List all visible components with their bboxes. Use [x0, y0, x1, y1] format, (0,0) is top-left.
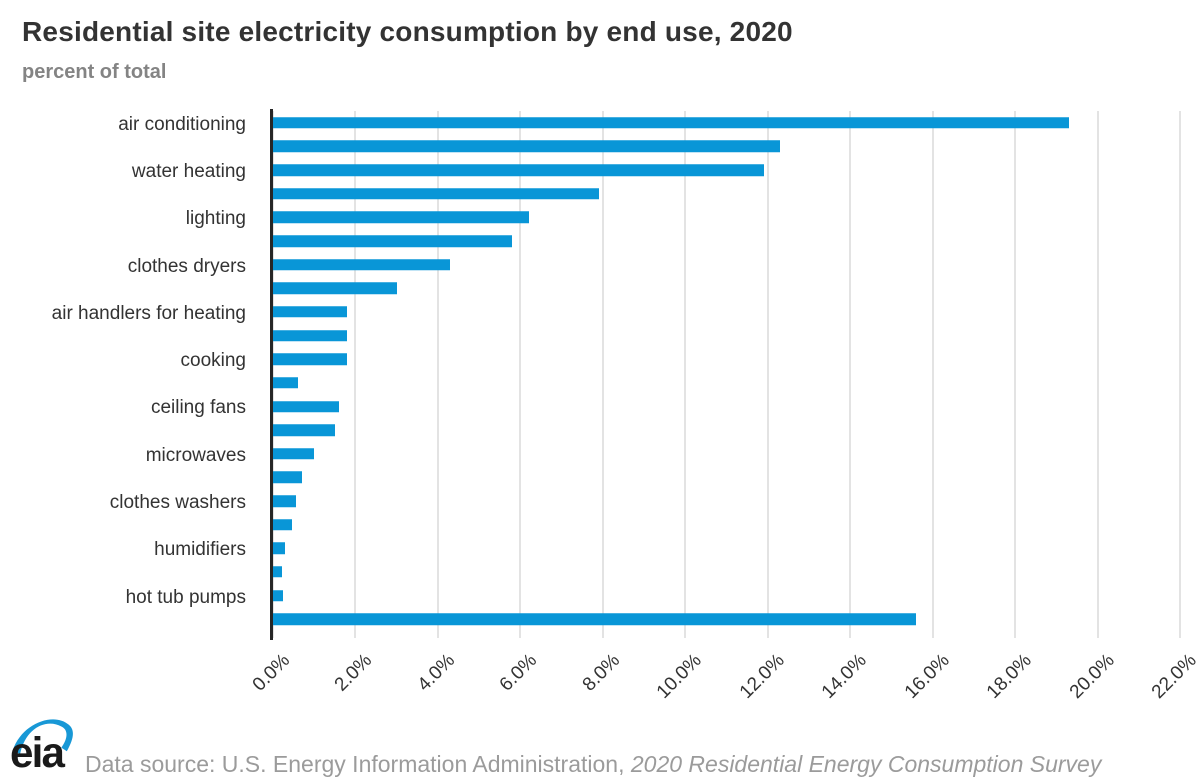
bar [273, 282, 397, 295]
gridline [1179, 111, 1181, 638]
gridline [931, 111, 934, 638]
bar-row [273, 560, 1180, 584]
x-tick-label: 22.0% [1147, 650, 1200, 703]
bar [273, 187, 599, 200]
y-axis-line [270, 109, 273, 640]
bar-row [273, 347, 1180, 371]
gridline [684, 111, 687, 638]
x-tick-label: 2.0% [330, 650, 377, 696]
plot-area [270, 109, 1181, 640]
category-label: hot tub pumps [125, 586, 246, 608]
chart-subtitle: percent of total [22, 61, 167, 83]
bar-row [273, 489, 1180, 513]
eia-logo: eia [10, 719, 73, 774]
bar-row [273, 206, 1180, 230]
bar [273, 211, 529, 224]
eia-logo-text: eia [10, 729, 65, 774]
bar [273, 306, 348, 318]
bar-row [273, 135, 1180, 159]
bar [273, 400, 339, 413]
bar [273, 471, 302, 484]
data-source-prefix: Data source: U.S. Energy Information Adm… [85, 751, 631, 777]
bar [273, 518, 292, 531]
bar-row [273, 466, 1180, 490]
bar [273, 613, 917, 626]
bar [273, 377, 298, 389]
bar [273, 566, 283, 578]
gridline [1096, 111, 1099, 638]
bar-row [273, 111, 1180, 135]
bar-row [273, 395, 1180, 419]
bar-row [273, 182, 1180, 206]
bar [273, 164, 764, 176]
category-label: humidifiers [154, 539, 246, 561]
x-tick-label: 16.0% [900, 650, 954, 703]
bar [273, 235, 513, 247]
bar [273, 495, 296, 507]
x-axis-tick-labels: 0.0% 2.0% 4.0% 6.0% 8.0% 10.0% 12.0% 14.0% 16.0%… [248, 650, 1200, 725]
bar-row [273, 418, 1180, 442]
category-label: clothes dryers [127, 255, 246, 277]
gridline [849, 111, 852, 638]
data-source-caption: Data source: U.S. Energy Information Adm… [85, 751, 1101, 778]
gridline [519, 111, 522, 638]
bar [273, 329, 348, 342]
bar-row [273, 253, 1180, 277]
bar-row [273, 276, 1180, 300]
gridline [766, 111, 769, 638]
bar-row [273, 229, 1180, 253]
x-tick-label: 14.0% [818, 650, 872, 703]
bar [273, 140, 781, 153]
bar-row [273, 371, 1180, 395]
gridline [272, 111, 274, 638]
bar-row [273, 537, 1180, 561]
x-tick-label: 12.0% [735, 650, 789, 703]
bar-row [273, 300, 1180, 324]
x-tick-label: 8.0% [578, 650, 624, 696]
x-tick-label: 6.0% [495, 650, 542, 696]
category-label: clothes washers [109, 492, 246, 513]
bar [273, 424, 335, 436]
gridline [1014, 111, 1017, 638]
x-tick-label: 18.0% [982, 650, 1036, 703]
category-label: air handlers for heating [51, 302, 246, 324]
category-label: water heating [131, 161, 246, 183]
bars-layer [273, 111, 1180, 631]
data-source-survey-name: 2020 Residential Energy Consumption Surv… [630, 751, 1102, 777]
category-axis-labels: air conditioning water heating lighting clo… [0, 111, 246, 631]
category-label: cooking [180, 350, 247, 372]
eia-logo-swoosh-icon [12, 719, 73, 754]
bar-row [273, 584, 1180, 608]
bar [273, 258, 451, 271]
gridline [354, 111, 357, 638]
bar-row [273, 442, 1180, 466]
bar [273, 117, 1069, 129]
bar-row [273, 158, 1180, 182]
gridline [436, 111, 439, 638]
x-tick-label: 20.0% [1065, 650, 1119, 703]
x-tick-label: 10.0% [653, 650, 707, 703]
bar [273, 589, 284, 602]
category-label: ceiling fans [150, 397, 246, 419]
bar-row [273, 513, 1180, 537]
bar [273, 353, 348, 365]
x-tick-label: 0.0% [248, 650, 294, 696]
bar-row [273, 324, 1180, 348]
category-label: air conditioning [118, 113, 246, 135]
bar [273, 448, 315, 460]
gridline [601, 111, 604, 638]
category-label: microwaves [145, 444, 246, 466]
chart-title: Residential site electricity consumption… [22, 16, 793, 47]
x-tick-label: 4.0% [413, 650, 459, 696]
bar-row [273, 607, 1180, 631]
bar [273, 542, 286, 555]
category-label: lighting [185, 208, 246, 230]
